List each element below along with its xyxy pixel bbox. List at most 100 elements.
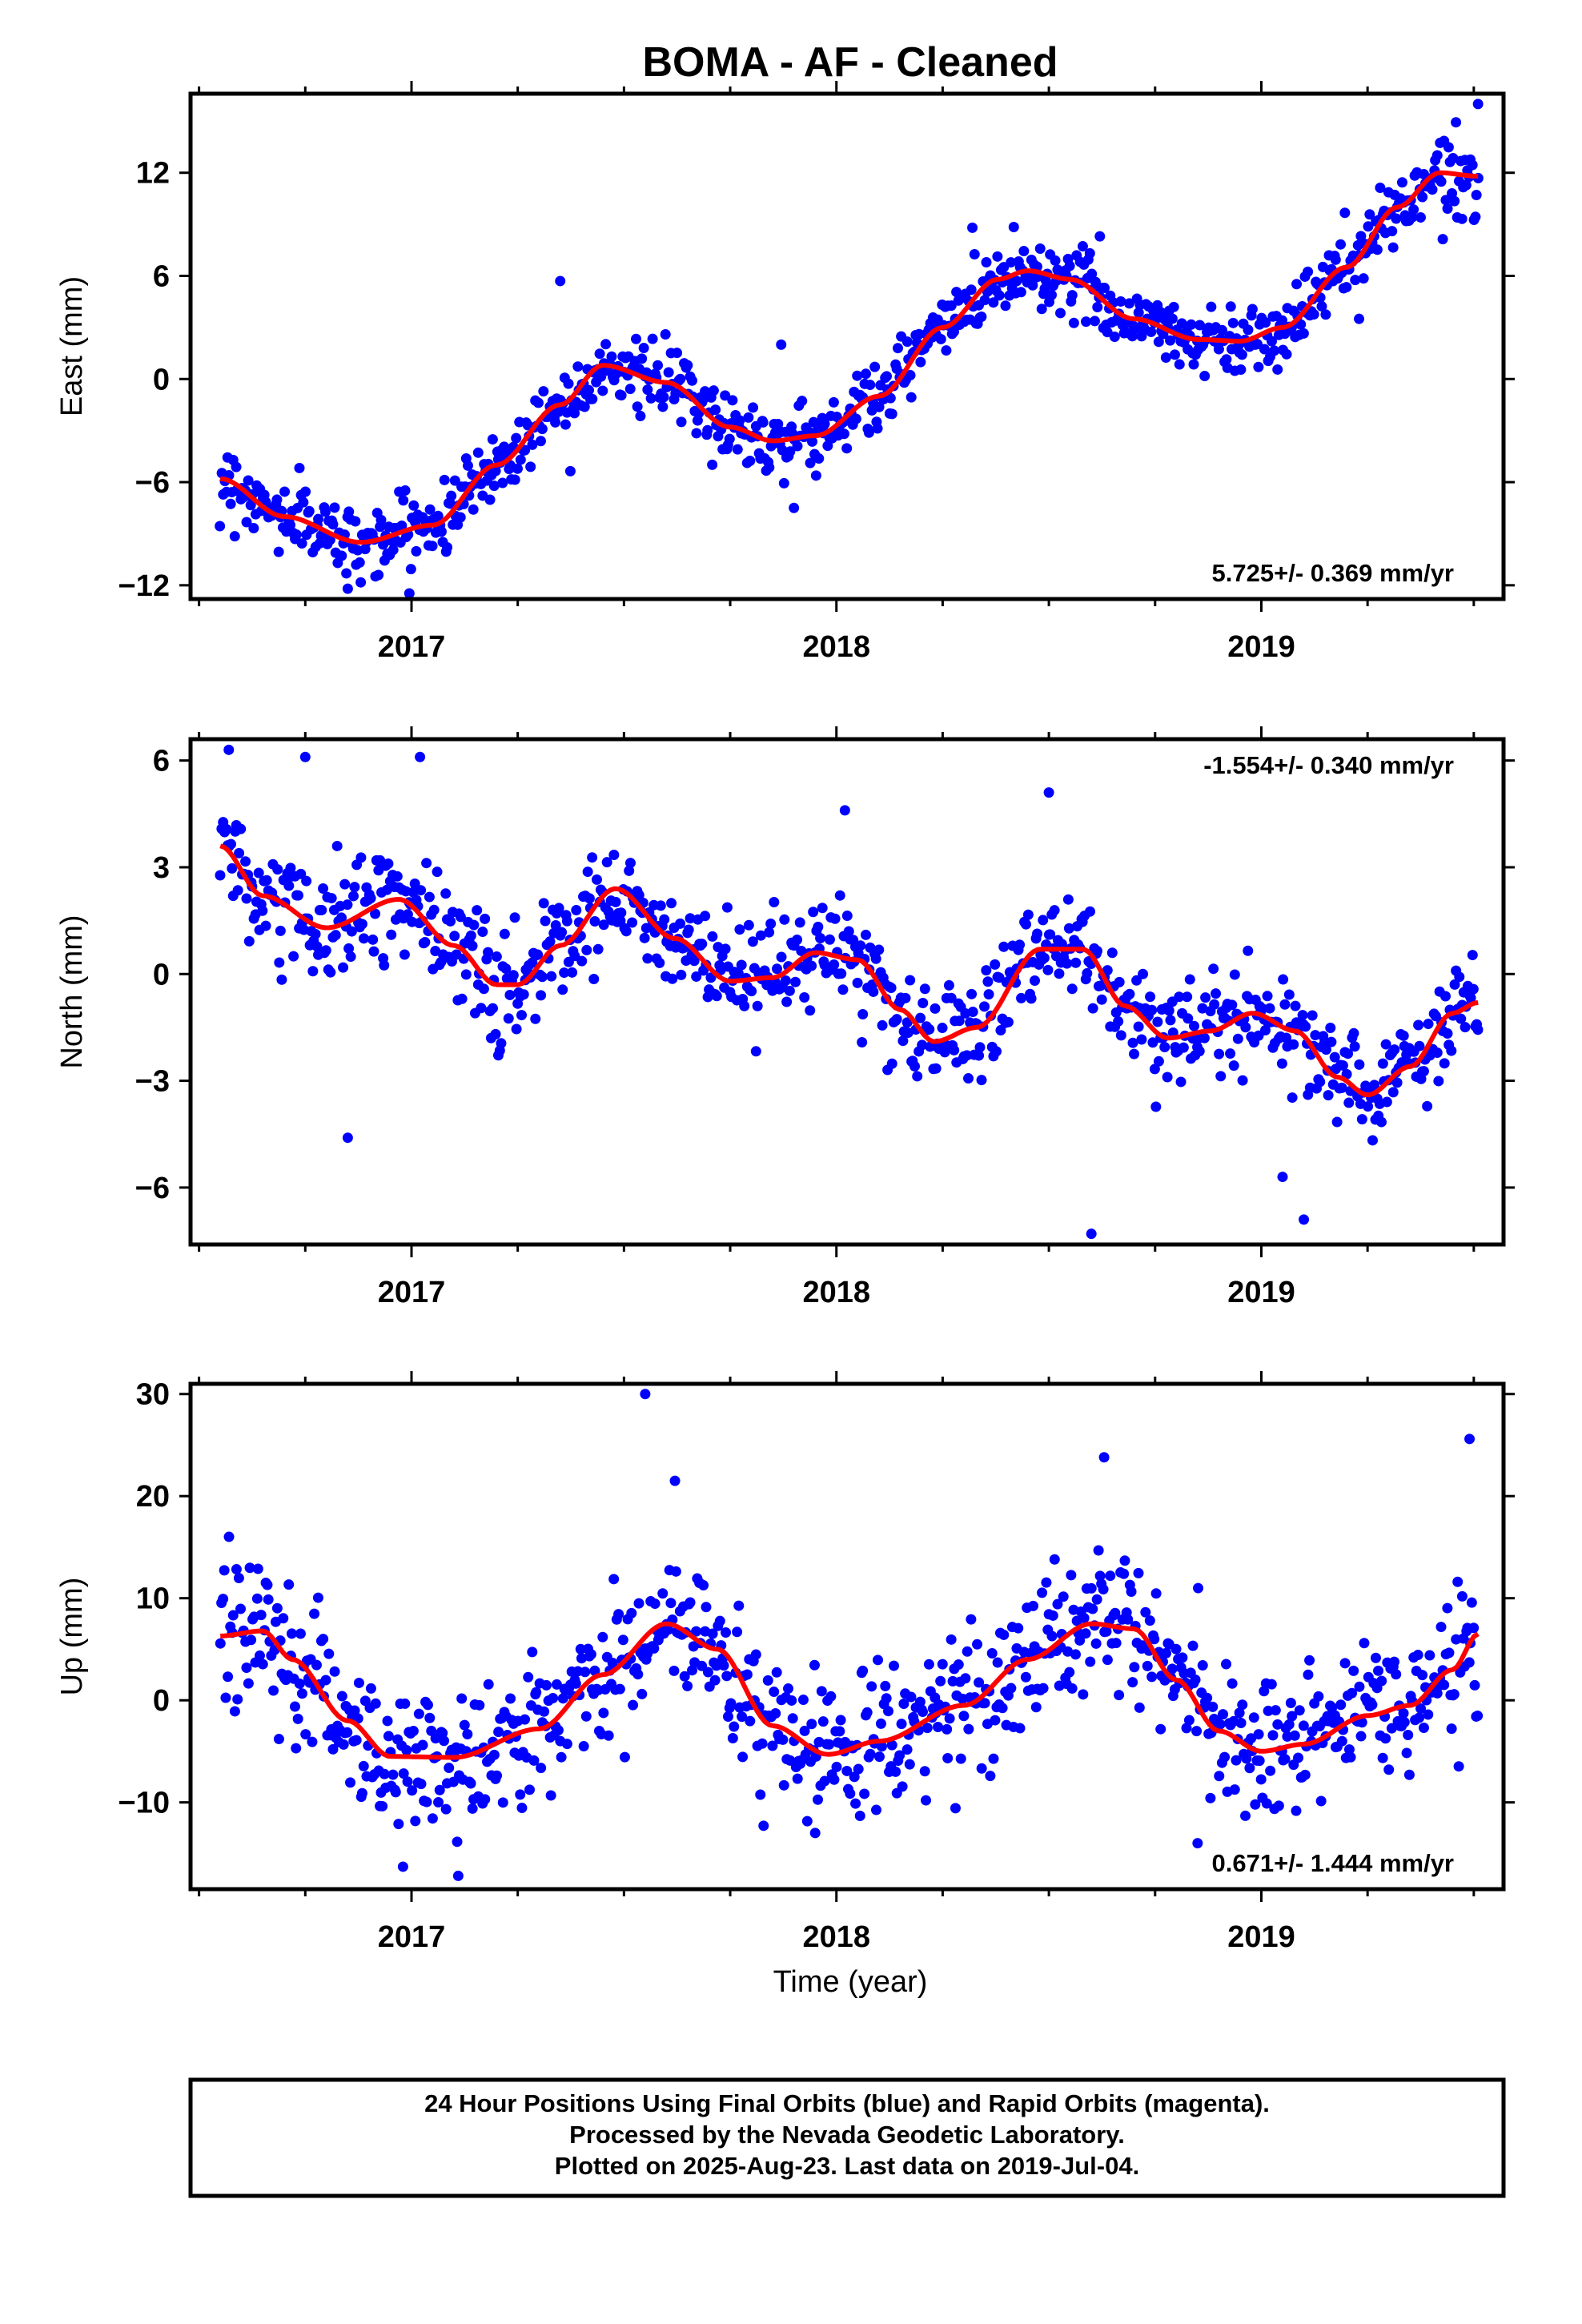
up-data-point (1085, 1656, 1096, 1667)
east-data-point (1055, 308, 1066, 319)
north-data-point (402, 909, 413, 920)
up-data-point (1255, 1774, 1267, 1785)
north-data-point (924, 1023, 935, 1035)
north-data-point (983, 989, 994, 1000)
east-data-point (606, 351, 617, 362)
north-data-point (639, 932, 650, 943)
east-data-point (1166, 313, 1178, 324)
north-data-point (747, 936, 758, 947)
up-data-point (252, 1563, 263, 1574)
up-data-point (721, 1671, 733, 1682)
east-data-point (720, 390, 731, 401)
up-data-point (966, 1614, 977, 1625)
up-data-point (923, 1659, 934, 1670)
up-data-point (1468, 1622, 1480, 1634)
east-data-point (647, 333, 658, 344)
north-data-point (234, 847, 245, 858)
north-data-point (675, 918, 686, 929)
north-data-point (1337, 1059, 1348, 1071)
north-data-point (1413, 1019, 1424, 1031)
up-data-point (424, 1712, 436, 1723)
up-data-point (1086, 1582, 1097, 1594)
up-data-point (733, 1600, 745, 1611)
up-data-point (311, 1659, 322, 1671)
north-data-point (272, 864, 283, 875)
east-data-point (515, 454, 526, 465)
north-data-point (1414, 1040, 1425, 1051)
up-data-point (890, 1766, 901, 1777)
east-data-point (915, 356, 926, 368)
north-data-point (1257, 1003, 1268, 1014)
up-data-point (1254, 1755, 1265, 1767)
north-data-point (1243, 945, 1254, 956)
up-data-point (905, 1691, 917, 1703)
north-data-point (746, 986, 757, 997)
east-data-point (1169, 349, 1180, 360)
up-data-point (1214, 1771, 1225, 1782)
up-data-point (737, 1711, 748, 1723)
east-data-point (497, 477, 508, 489)
up-data-point (220, 1692, 231, 1703)
up-data-point (1038, 1683, 1049, 1694)
north-data-point (937, 1023, 948, 1034)
east-data-point (1281, 348, 1292, 360)
east-data-point (462, 460, 473, 471)
up-data-point (974, 1677, 985, 1688)
up-data-point (1386, 1723, 1397, 1734)
north-data-point (1229, 969, 1240, 980)
north-data-point (587, 852, 598, 863)
north-data-point (1182, 1013, 1194, 1024)
north-data-point (240, 856, 251, 867)
north-data-point (336, 912, 347, 923)
north-data-point (1442, 1028, 1453, 1039)
east-data-point (638, 343, 649, 354)
up-data-point (757, 1738, 768, 1749)
north-data-point (331, 840, 343, 851)
north-data-point (990, 1046, 1002, 1057)
up-data-point (1359, 1638, 1370, 1649)
north-data-point (1113, 1015, 1124, 1027)
north-data-point (784, 985, 795, 996)
north-data-point (857, 1009, 869, 1020)
east-data-point (509, 474, 520, 485)
north-data-point (1228, 1060, 1239, 1072)
up-data-point (1424, 1650, 1435, 1661)
up-data-point (933, 1722, 944, 1733)
up-data-point (1435, 1622, 1447, 1633)
north-data-point (700, 911, 711, 922)
north-data-point (480, 913, 491, 924)
north-data-point (813, 921, 824, 932)
east-data-point (520, 444, 531, 456)
north-data-point (1326, 1036, 1337, 1047)
north-outlier-point (1086, 1228, 1097, 1240)
up-data-point (1383, 1764, 1395, 1775)
north-outlier-point (839, 805, 850, 816)
north-data-point (1439, 1058, 1450, 1069)
up-data-point (241, 1663, 252, 1674)
up-data-point (1142, 1660, 1153, 1671)
east-data-point (1188, 359, 1199, 370)
east-data-point (1247, 304, 1258, 315)
north-data-point (1082, 967, 1093, 979)
east-daily-positions (215, 99, 1484, 599)
north-data-point (1096, 994, 1107, 1005)
east-y-axis-label: East (mm) (55, 276, 89, 416)
up-data-point (1398, 1707, 1409, 1719)
up-data-point (1343, 1744, 1355, 1755)
east-data-point (1236, 349, 1247, 360)
east-data-point (408, 500, 420, 511)
up-data-point (1080, 1628, 1091, 1639)
east-data-point (271, 494, 283, 505)
north-data-point (616, 907, 627, 919)
up-data-point (834, 1726, 845, 1737)
up-data-point (444, 1763, 455, 1774)
north-y-tick-label: −6 (135, 1172, 170, 1205)
east-data-point (1408, 204, 1419, 215)
east-data-point (881, 371, 892, 382)
up-data-point (801, 1815, 813, 1827)
up-data-point (1094, 1570, 1106, 1582)
up-data-point (1469, 1679, 1480, 1691)
north-data-point (1163, 1005, 1174, 1016)
up-data-point (1234, 1707, 1245, 1719)
east-data-point (472, 447, 484, 458)
